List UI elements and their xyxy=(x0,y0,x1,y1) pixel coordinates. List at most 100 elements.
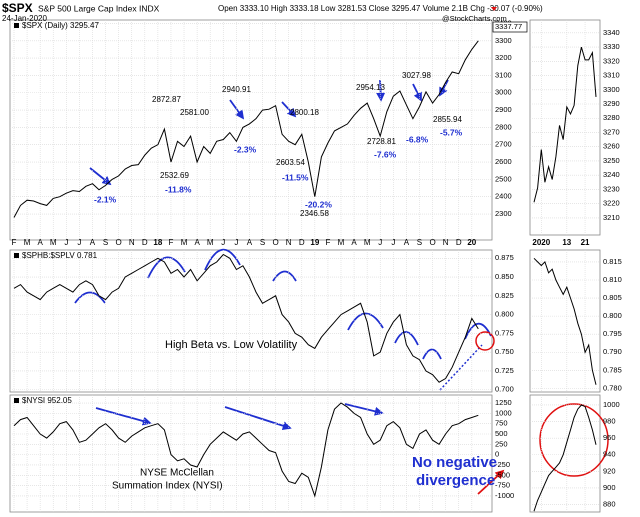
x-tick-label: 20 xyxy=(467,238,476,247)
series-line xyxy=(13,402,479,498)
x-tick-label: D xyxy=(299,238,305,247)
annotation: 2346.58 xyxy=(300,209,329,218)
x-tick-label: D xyxy=(456,238,462,247)
y-tick-label: 900 xyxy=(603,483,616,492)
last-price-box xyxy=(492,21,528,33)
x-tick-label: A xyxy=(351,238,357,247)
x-tick-label: J xyxy=(391,238,395,247)
x-tick-label: 13 xyxy=(562,238,571,247)
y-tick-label: 750 xyxy=(495,419,508,428)
panel-frames xyxy=(9,19,601,513)
y-tick-label: 3330 xyxy=(603,42,620,51)
y-tick-label: 1000 xyxy=(495,408,512,417)
y-tick-label: 3260 xyxy=(603,142,620,151)
annotation-shapes xyxy=(74,79,609,495)
annotation: 2603.54 xyxy=(276,158,305,167)
annotation: 3027.98 xyxy=(402,71,431,80)
y-tick-label: 0.875 xyxy=(495,253,514,262)
x-tick-label: O xyxy=(272,238,278,247)
annotation: Summation Index (NYSI) xyxy=(112,481,223,492)
x-tick-label: N xyxy=(129,238,135,247)
y-tick-label: 3240 xyxy=(603,170,620,179)
y-tick-label: 2500 xyxy=(495,174,512,183)
x-tick-label: 2020 xyxy=(532,238,550,247)
y-tick-label: 920 xyxy=(603,466,616,475)
down-icon xyxy=(491,7,497,11)
annotation: 2872.87 xyxy=(152,95,181,104)
y-tick-label: 3280 xyxy=(603,113,620,122)
x-tick-label: F xyxy=(12,238,17,247)
series-line xyxy=(13,40,479,218)
x-tick-label: S xyxy=(260,238,265,247)
annotation: 2581.00 xyxy=(180,108,209,117)
y-tick-label: 3320 xyxy=(603,56,620,65)
y-tick-label: 3310 xyxy=(603,71,620,80)
x-tick-label: A xyxy=(247,238,253,247)
y-tick-label: 0.790 xyxy=(603,347,622,356)
y-tick-label: 980 xyxy=(603,417,616,426)
x-tick-label: N xyxy=(286,238,292,247)
annotation: 2940.91 xyxy=(222,85,251,94)
source: @StockCharts.com xyxy=(442,14,507,23)
y-tick-label: 0.800 xyxy=(603,311,622,320)
y-tick-label: 3210 xyxy=(603,213,620,222)
y-tick-label: 0.825 xyxy=(495,291,514,300)
annotation: -6.8% xyxy=(406,134,429,144)
x-tick-label: M xyxy=(338,238,345,247)
annotation: High Beta vs. Low Volatility xyxy=(165,339,298,351)
y-tick-label: 3000 xyxy=(495,88,512,97)
y-tick-label: 0.795 xyxy=(603,329,622,338)
y-tick-label: 0.810 xyxy=(603,275,622,284)
x-tick-label: M xyxy=(207,238,214,247)
y-tick-label: 3300 xyxy=(495,36,512,45)
x-tick-label: J xyxy=(64,238,68,247)
y-tick-label: 0.850 xyxy=(495,272,514,281)
annotation: NYSE McClellan xyxy=(140,468,214,479)
y-tick-label: 3200 xyxy=(495,53,512,62)
y-tick-label: -250 xyxy=(495,460,510,469)
y-tick-label: 0.785 xyxy=(603,365,622,374)
y-tick-label: 0.700 xyxy=(495,385,514,394)
annotation: -2.1% xyxy=(94,194,117,204)
x-tick-label: M xyxy=(24,238,31,247)
y-tick-label: 500 xyxy=(495,429,508,438)
annotation: 2954.13 xyxy=(356,83,385,92)
y-tick-label: 1250 xyxy=(495,398,512,407)
x-tick-label: 21 xyxy=(581,238,590,247)
y-tick-label: 940 xyxy=(603,450,616,459)
y-tick-label: 3340 xyxy=(603,28,620,37)
y-tick-label: 2900 xyxy=(495,105,512,114)
x-tick-label: 19 xyxy=(310,238,319,247)
x-tick-label: S xyxy=(417,238,422,247)
y-tick-label: 0.800 xyxy=(495,310,514,319)
x-tick-label: N xyxy=(443,238,449,247)
annotation: 2800.18 xyxy=(290,108,319,117)
legend-swatch xyxy=(14,23,19,28)
y-tick-label: 3250 xyxy=(603,156,620,165)
annotation: 2728.81 xyxy=(367,137,396,146)
annotation: -5.7% xyxy=(440,127,463,137)
annotation: -7.6% xyxy=(374,149,397,159)
y-tick-label: 0.815 xyxy=(603,257,622,266)
y-tick-label: 3290 xyxy=(603,99,620,108)
y-tick-label: 3220 xyxy=(603,199,620,208)
x-tick-label: M xyxy=(50,238,57,247)
last-price-label: 3337.77 xyxy=(495,22,522,31)
y-tick-label: 3300 xyxy=(603,85,620,94)
y-tick-label: 880 xyxy=(603,500,616,509)
x-tick-label: A xyxy=(404,238,410,247)
x-tick-label: D xyxy=(142,238,148,247)
y-tick-label: 2700 xyxy=(495,140,512,149)
y-tick-label: -750 xyxy=(495,481,510,490)
x-tick-label: A xyxy=(37,238,43,247)
annotation: 2855.94 xyxy=(433,115,462,124)
series-line xyxy=(533,404,597,512)
y-tick-label: 0.775 xyxy=(495,328,514,337)
legend-label: $SPX (Daily) 3295.47 xyxy=(22,21,99,30)
y-tick-label: 0.805 xyxy=(603,293,622,302)
y-tick-label: 1000 xyxy=(603,400,620,409)
legend-swatch xyxy=(14,398,19,403)
x-tick-label: M xyxy=(364,238,371,247)
y-tick-label: 2600 xyxy=(495,157,512,166)
